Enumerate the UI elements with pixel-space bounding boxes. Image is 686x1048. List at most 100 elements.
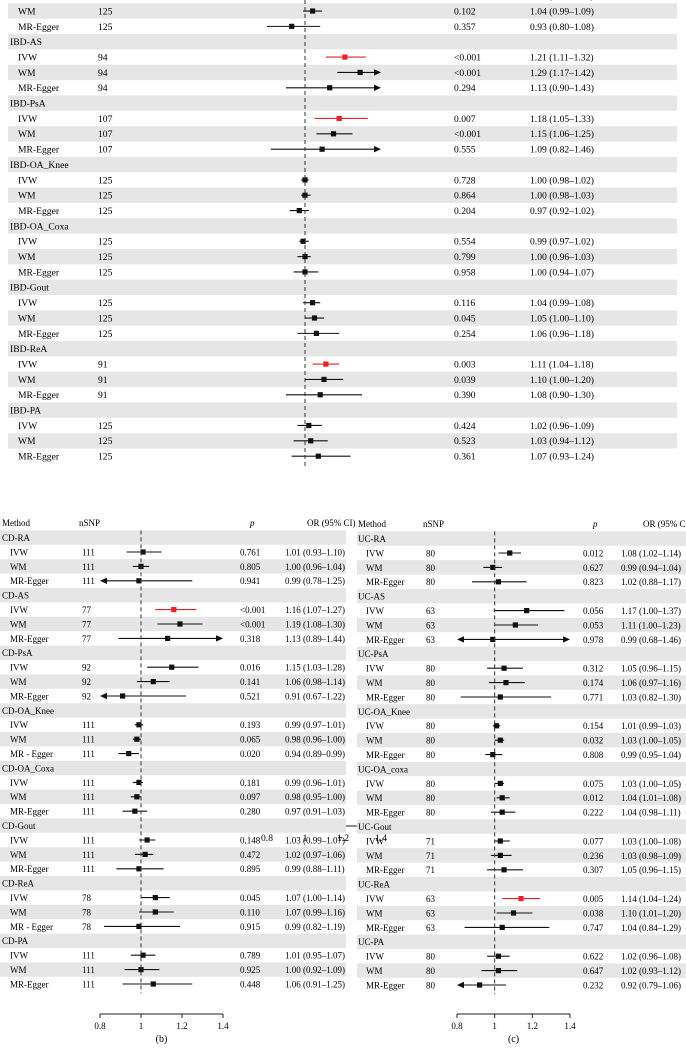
nsnp-value: 91 [98, 390, 108, 401]
method-label: IVW [18, 52, 38, 63]
method-label: MR-Egger [366, 923, 405, 933]
p-value: 0.622 [583, 952, 603, 962]
row-band [357, 733, 686, 748]
p-value: 0.941 [240, 576, 260, 586]
p-value: <0.001 [240, 605, 265, 615]
method-label: WM [10, 735, 27, 745]
group-band [357, 877, 686, 892]
or-point [336, 115, 342, 122]
or-point [512, 622, 518, 628]
method-label: MR-Egger [366, 865, 405, 875]
nsnp-value: 80 [426, 793, 436, 803]
or-point [171, 607, 177, 613]
method-label: WM [10, 677, 27, 687]
or-ci-text: 1.13 (0.89–1.44) [285, 634, 345, 644]
or-point [317, 392, 323, 398]
or-ci-text: 1.07 (1.00–1.14) [285, 893, 345, 903]
header-p: p [592, 519, 598, 529]
or-ci-text: 0.99 (0.96–1.01) [285, 778, 345, 788]
or-ci-text: 1.06 (0.91–1.25) [285, 979, 345, 989]
p-value: 0.318 [240, 634, 261, 644]
or-point [132, 808, 138, 814]
nsnp-value: 111 [82, 576, 95, 586]
method-label: IVW [10, 835, 28, 845]
or-ci-text: 0.94 (0.89–0.99) [285, 749, 345, 759]
group-label: UC-PsA [358, 649, 389, 659]
or-point [501, 665, 507, 671]
p-value: 0.823 [583, 577, 604, 587]
group-label: UC-RA [358, 534, 387, 544]
or-point [152, 895, 158, 901]
method-label: WM [18, 6, 36, 17]
nsnp-value: 111 [82, 965, 95, 975]
or-ci-text: 1.03 (1.00–1.08) [621, 836, 681, 846]
or-point [136, 578, 142, 584]
group-band [0, 703, 346, 718]
or-point [497, 737, 503, 743]
method-label: MR-Egger [18, 452, 60, 463]
or-ci-text: 1.00 (0.92–1.09) [285, 965, 345, 975]
or-point [136, 866, 142, 872]
or-ci-text: 0.98 (0.95–1.00) [285, 792, 345, 802]
p-value: 0.390 [454, 390, 476, 401]
or-point [152, 909, 158, 915]
p-value: <0.001 [454, 129, 481, 140]
method-label: WM [366, 793, 383, 803]
p-value: 0.154 [583, 721, 604, 731]
row-band [8, 248, 677, 265]
x-tick-label: 1.2 [527, 1021, 538, 1031]
method-label: WM [366, 966, 383, 976]
nsnp-value: 80 [426, 980, 436, 990]
nsnp-value: 77 [82, 634, 92, 644]
x-tick-label: 0.8 [451, 1021, 463, 1031]
method-label: MR-Egger [18, 206, 60, 217]
or-point [497, 780, 503, 786]
ci-arrow-right [374, 145, 381, 153]
ci-arrow-left [457, 981, 464, 989]
or-ci-text: 1.19 (1.08–1.30) [285, 619, 345, 629]
p-value: 0.789 [240, 951, 261, 961]
or-point [495, 953, 502, 959]
group-label: IBD-ReA [10, 344, 47, 355]
method-label: IVW [366, 548, 384, 558]
method-label: WM [366, 563, 383, 573]
nsnp-value: 125 [98, 0, 113, 2]
x-tick-label: 1 [303, 833, 308, 844]
ci-arrow-right [216, 635, 223, 642]
group-label: IBD-OA_Coxa [10, 221, 69, 232]
x-tick-label: 1.4 [564, 1021, 576, 1031]
method-label: WM [10, 562, 27, 572]
group-band [357, 761, 686, 777]
group-band [8, 218, 677, 234]
ci-arrow-right [563, 636, 570, 643]
p-value: 0.307 [583, 865, 604, 875]
group-band [0, 588, 346, 603]
p-value: 0.554 [454, 237, 476, 248]
group-label: CD-PsA [2, 648, 33, 658]
or-point [323, 361, 329, 367]
nsnp-value: 111 [82, 720, 95, 730]
nsnp-value: 71 [426, 865, 435, 875]
p-value: 0.799 [454, 252, 476, 263]
or-point [313, 330, 319, 336]
group-label: UC-ReA [358, 880, 390, 890]
method-label: IVW [10, 663, 28, 673]
or-ci-text: 1.13 (0.90–1.43) [530, 83, 594, 94]
or-ci-text: 1.01 (0.95–1.07) [285, 951, 345, 961]
p-value: 0.472 [240, 850, 260, 860]
or-ci-text: 1.11 (1.00–1.23) [621, 620, 681, 630]
nsnp-value: 111 [82, 951, 95, 961]
header-or: OR (95% CI) [307, 518, 356, 528]
method-label: MR-Egger [366, 635, 405, 645]
nsnp-value: 125 [98, 175, 113, 186]
panel-label: (b) [156, 1034, 168, 1045]
or-ci-text: 1.04 (0.84–1.29) [621, 923, 681, 933]
or-point [510, 910, 517, 916]
panel-label: (c) [508, 1034, 519, 1045]
method-label: MR-Egger [10, 979, 49, 989]
nsnp-value: 80 [426, 952, 436, 962]
nsnp-value: 111 [82, 835, 95, 845]
group-label: UC-PA [358, 937, 385, 947]
group-label: IBD-AS [10, 37, 42, 48]
nsnp-value: 80 [426, 808, 436, 818]
